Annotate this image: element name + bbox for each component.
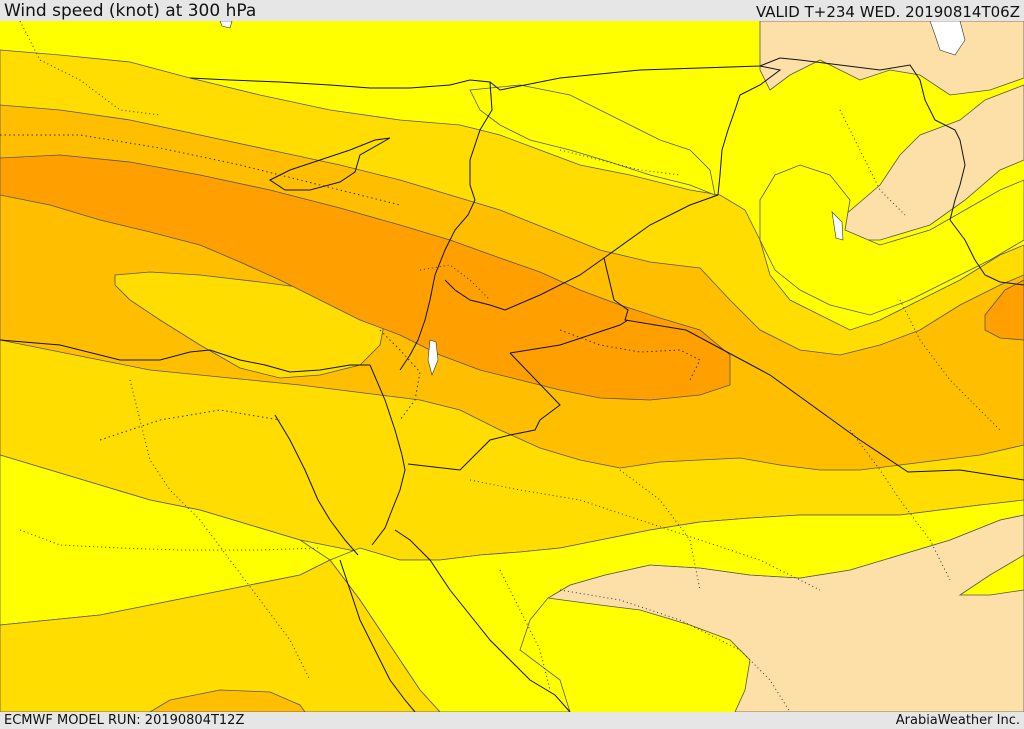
turkey-syria-border <box>717 65 782 196</box>
jordan-saudi-border <box>444 279 506 311</box>
yellow-pocket-east <box>759 164 1024 316</box>
levant-coast <box>399 81 493 371</box>
model-run: ECMWF MODEL RUN: 20190804T12Z <box>4 713 245 728</box>
lake-fragment <box>219 21 233 29</box>
red-sea-coast-west <box>339 559 416 712</box>
footer-bar: ECMWF MODEL RUN: 20190804T12Z ArabiaWeat… <box>0 712 1024 729</box>
yellow-island-east <box>958 554 1024 596</box>
yellow-pocket-north <box>469 84 716 196</box>
weather-map[interactable] <box>0 21 1024 712</box>
sinai-border <box>369 364 406 546</box>
valid-time: VALID T+234 WED. 20190814T06Z <box>755 3 1020 21</box>
gulf-fragment <box>831 211 844 241</box>
iran-border <box>779 57 966 221</box>
amber-lobe-bottom <box>149 689 306 712</box>
gulf-of-suez <box>274 414 359 556</box>
egypt-coast <box>0 339 370 373</box>
iraq-saudi-border <box>603 257 1024 481</box>
jordan-saudi-south <box>509 319 629 354</box>
water-bodies <box>219 21 966 376</box>
gulf-coast <box>949 219 1024 286</box>
orange-core-east <box>984 279 1024 341</box>
credit-text: ArabiaWeather Inc. <box>895 713 1020 728</box>
sea-of-galilee <box>427 339 439 376</box>
yellow-zone-south <box>329 499 1024 712</box>
turkey-coast-border <box>189 57 781 91</box>
saudi-jordan-southwest <box>407 352 561 471</box>
red-sea-coast-east <box>394 529 571 712</box>
coastlines-borders <box>0 57 1024 712</box>
cyprus <box>269 137 391 191</box>
internal-borders <box>19 21 1001 712</box>
caspian-sea-fragment <box>929 21 966 56</box>
gold-lobe-southwest <box>0 559 441 712</box>
header-bar: Wind speed (knot) at 300 hPa VALID T+234… <box>0 0 1024 21</box>
map-title: Wind speed (knot) at 300 hPa <box>4 1 257 21</box>
dotted-isotachs <box>0 134 701 441</box>
wind-speed-map-svg <box>0 21 1024 712</box>
orange-jet-core <box>0 154 731 401</box>
